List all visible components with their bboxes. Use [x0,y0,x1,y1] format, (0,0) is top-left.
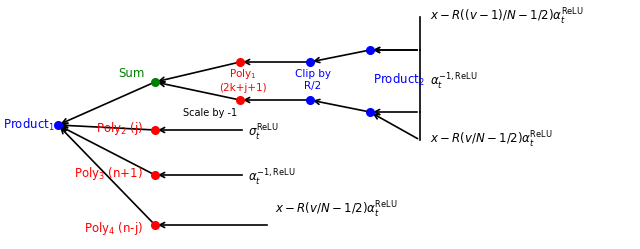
Text: Poly$_4$ (n-j): Poly$_4$ (n-j) [84,220,143,237]
Text: Sum: Sum [118,66,145,79]
Text: Poly$_3$ (n+1): Poly$_3$ (n+1) [74,165,143,182]
Text: $x - R(v/N - 1/2)\alpha_t^{\mathrm{ReLU}}$: $x - R(v/N - 1/2)\alpha_t^{\mathrm{ReLU}… [430,130,553,150]
Text: $x - R(v/N - 1/2)\alpha_t^{\mathrm{ReLU}}$: $x - R(v/N - 1/2)\alpha_t^{\mathrm{ReLU}… [275,200,397,220]
Text: Poly$_2$ (j): Poly$_2$ (j) [95,120,143,136]
Text: $\alpha_t^{-1,\mathrm{ReLU}}$: $\alpha_t^{-1,\mathrm{ReLU}}$ [248,168,296,188]
Text: Product$_2$: Product$_2$ [373,72,424,88]
Text: Clip by
R/2: Clip by R/2 [295,69,331,91]
Text: $\alpha_t^{-1,\mathrm{ReLU}}$: $\alpha_t^{-1,\mathrm{ReLU}}$ [430,72,477,92]
Text: $\sigma_t^{\mathrm{ReLU}}$: $\sigma_t^{\mathrm{ReLU}}$ [248,123,279,143]
Text: Scale by -1: Scale by -1 [183,108,237,118]
Text: Poly$_1$
(2k+j+1): Poly$_1$ (2k+j+1) [219,67,267,93]
Text: $x - R((v-1)/N - 1/2)\alpha_t^{\mathrm{ReLU}}$: $x - R((v-1)/N - 1/2)\alpha_t^{\mathrm{R… [430,7,584,27]
Text: Product$_1$: Product$_1$ [3,117,54,133]
